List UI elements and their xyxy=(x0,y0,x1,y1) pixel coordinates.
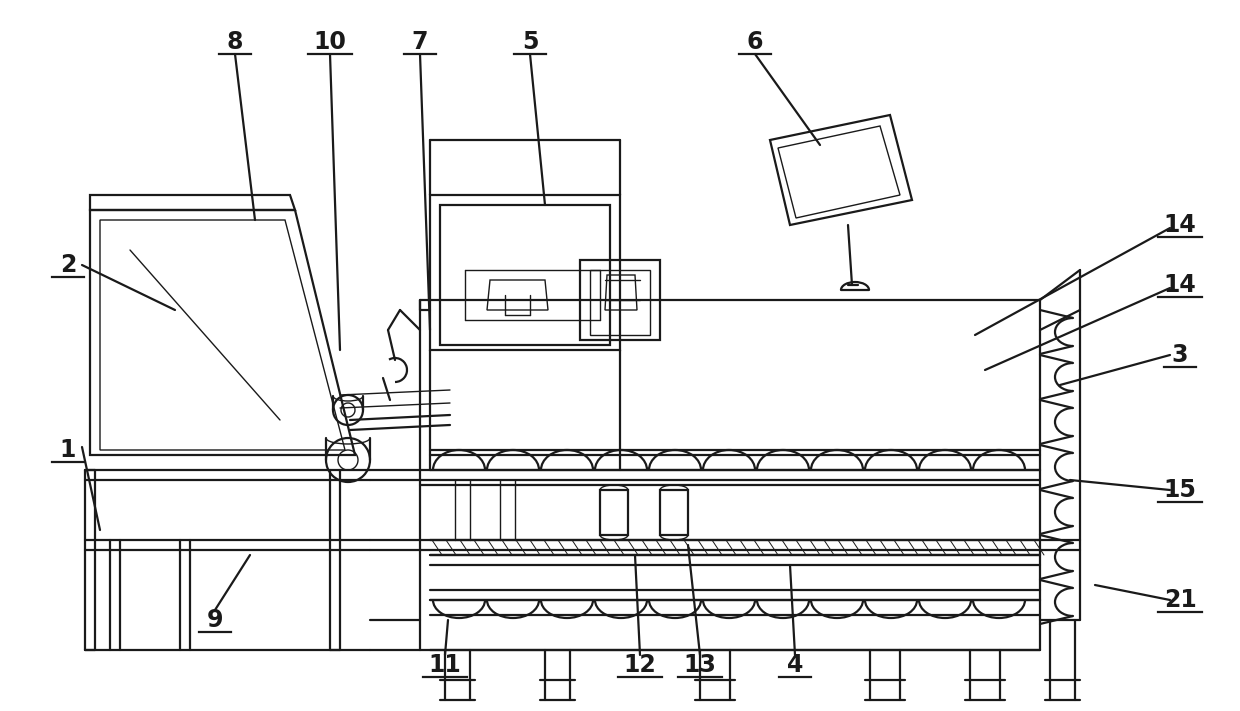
Bar xyxy=(660,490,688,535)
Text: 14: 14 xyxy=(1163,213,1197,237)
Text: 6: 6 xyxy=(746,30,764,54)
Text: 15: 15 xyxy=(1163,478,1197,502)
Text: 9: 9 xyxy=(207,608,223,632)
Bar xyxy=(430,195,620,350)
Text: 8: 8 xyxy=(227,30,243,54)
Text: 10: 10 xyxy=(314,30,346,54)
Bar xyxy=(590,270,650,335)
Text: 3: 3 xyxy=(1172,343,1188,367)
Text: 14: 14 xyxy=(1163,273,1197,297)
Text: 12: 12 xyxy=(624,653,656,677)
Text: 21: 21 xyxy=(1163,588,1197,612)
Text: 4: 4 xyxy=(787,653,804,677)
Text: 11: 11 xyxy=(429,653,461,677)
Text: 1: 1 xyxy=(60,438,76,462)
Text: 5: 5 xyxy=(522,30,538,54)
Bar xyxy=(440,205,610,345)
Bar xyxy=(600,490,627,535)
Text: 13: 13 xyxy=(683,653,717,677)
Text: 2: 2 xyxy=(60,253,76,277)
Text: 7: 7 xyxy=(412,30,428,54)
Bar xyxy=(580,260,660,340)
